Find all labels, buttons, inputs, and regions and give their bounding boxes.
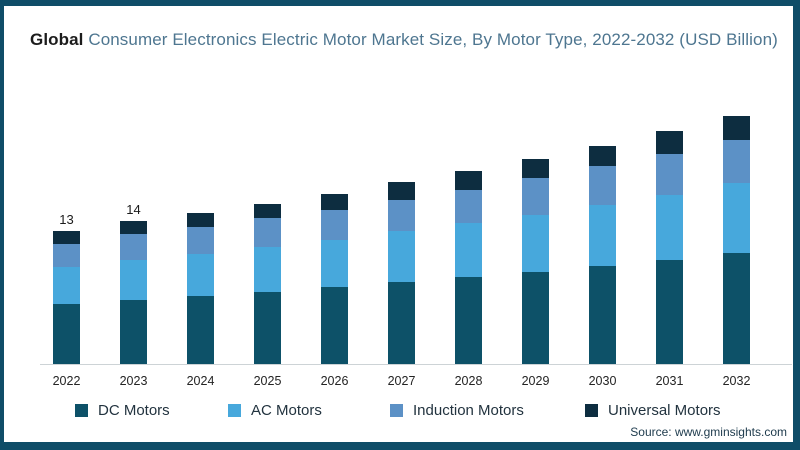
x-axis-label-2028: 2028 xyxy=(454,374,483,388)
bar-segment-dc-motors xyxy=(120,299,147,364)
x-axis-label-2022: 2022 xyxy=(52,374,81,388)
legend-label: AC Motors xyxy=(251,402,322,419)
x-axis-label-2031: 2031 xyxy=(655,374,684,388)
legend-swatch-icon xyxy=(390,404,403,417)
bar-segment-ac-motors xyxy=(656,194,683,260)
bar-segment-ac-motors xyxy=(723,183,750,253)
chart-title-rest: Consumer Electronics Electric Motor Mark… xyxy=(83,30,778,49)
legend-swatch-icon xyxy=(228,404,241,417)
bar-2024 xyxy=(187,213,214,364)
bar-segment-induction-motors xyxy=(120,234,147,260)
bar-segment-universal-motors xyxy=(254,203,281,219)
bar-segment-universal-motors xyxy=(187,213,214,228)
bar-segment-ac-motors xyxy=(455,223,482,278)
bar-segment-ac-motors xyxy=(120,259,147,300)
bar-segment-induction-motors xyxy=(656,153,683,195)
bar-segment-dc-motors xyxy=(723,252,750,364)
bar-segment-induction-motors xyxy=(321,209,348,240)
chart-title-prefix: Global xyxy=(30,30,84,49)
legend-swatch-icon xyxy=(75,404,88,417)
bar-segment-dc-motors xyxy=(589,266,616,364)
bar-segment-induction-motors xyxy=(522,178,549,216)
bar-2028 xyxy=(455,171,482,364)
x-axis-label-2026: 2026 xyxy=(320,374,349,388)
bar-segment-ac-motors xyxy=(388,231,415,283)
bar-segment-induction-motors xyxy=(455,189,482,224)
plot-area: 2022 13 2023 14 2024 2025 2026 2027 2028 2029 2030… xyxy=(4,6,793,442)
x-axis-line xyxy=(40,364,792,365)
legend-item-ac-motors: AC Motors xyxy=(228,402,322,419)
bar-segment-induction-motors xyxy=(589,166,616,205)
bar-2022 xyxy=(53,231,80,364)
bar-2026 xyxy=(321,193,348,364)
bar-segment-universal-motors xyxy=(388,182,415,200)
bar-segment-dc-motors xyxy=(254,291,281,364)
bar-segment-ac-motors xyxy=(187,253,214,296)
bar-2029 xyxy=(522,158,549,364)
chart-title: Global Consumer Electronics Electric Mot… xyxy=(30,30,778,50)
bar-segment-ac-motors xyxy=(522,215,549,273)
bar-segment-dc-motors xyxy=(455,277,482,364)
bar-segment-induction-motors xyxy=(187,227,214,254)
bar-2025 xyxy=(254,203,281,364)
legend-item-dc-motors: DC Motors xyxy=(75,402,170,419)
bar-segment-ac-motors xyxy=(254,246,281,292)
bar-segment-universal-motors xyxy=(120,221,147,235)
bar-segment-universal-motors xyxy=(723,116,750,140)
x-axis-label-2027: 2027 xyxy=(387,374,416,388)
legend: DC Motors AC Motors Induction Motors Univer… xyxy=(4,402,793,422)
bar-segment-ac-motors xyxy=(321,239,348,288)
bar-segment-dc-motors xyxy=(388,282,415,364)
bar-segment-ac-motors xyxy=(589,204,616,267)
bar-segment-ac-motors xyxy=(53,267,80,304)
legend-label: DC Motors xyxy=(98,402,170,419)
x-axis-label-2025: 2025 xyxy=(253,374,282,388)
x-axis-label-2024: 2024 xyxy=(186,374,215,388)
bar-2023 xyxy=(120,221,147,364)
source-note: Source: www.gminsights.com xyxy=(630,425,787,439)
bar-segment-universal-motors xyxy=(656,131,683,154)
bar-segment-induction-motors xyxy=(53,243,80,268)
bar-segment-dc-motors xyxy=(321,287,348,364)
bar-segment-induction-motors xyxy=(388,199,415,232)
bar-segment-dc-motors xyxy=(522,272,549,364)
x-axis-label-2029: 2029 xyxy=(521,374,550,388)
bar-value-label-2023: 14 xyxy=(126,202,141,218)
bar-segment-universal-motors xyxy=(589,145,616,167)
bar-value-label-2022: 13 xyxy=(59,212,74,228)
bar-segment-dc-motors xyxy=(187,295,214,364)
legend-item-universal-motors: Universal Motors xyxy=(585,402,721,419)
bar-segment-universal-motors xyxy=(53,231,80,244)
bar-segment-dc-motors xyxy=(53,303,80,364)
bar-2030 xyxy=(589,145,616,364)
legend-item-induction-motors: Induction Motors xyxy=(390,402,524,419)
bar-segment-dc-motors xyxy=(656,259,683,364)
bar-segment-universal-motors xyxy=(321,193,348,210)
legend-label: Induction Motors xyxy=(413,402,524,419)
bar-segment-induction-motors xyxy=(254,218,281,247)
bar-2031 xyxy=(656,131,683,364)
legend-label: Universal Motors xyxy=(608,402,721,419)
bar-segment-universal-motors xyxy=(455,171,482,190)
bar-2032 xyxy=(723,116,750,364)
legend-swatch-icon xyxy=(585,404,598,417)
x-axis-label-2030: 2030 xyxy=(588,374,617,388)
x-axis-label-2032: 2032 xyxy=(722,374,751,388)
bar-2027 xyxy=(388,182,415,364)
bar-segment-induction-motors xyxy=(723,139,750,184)
bar-segment-universal-motors xyxy=(522,158,549,179)
x-axis-label-2023: 2023 xyxy=(119,374,148,388)
